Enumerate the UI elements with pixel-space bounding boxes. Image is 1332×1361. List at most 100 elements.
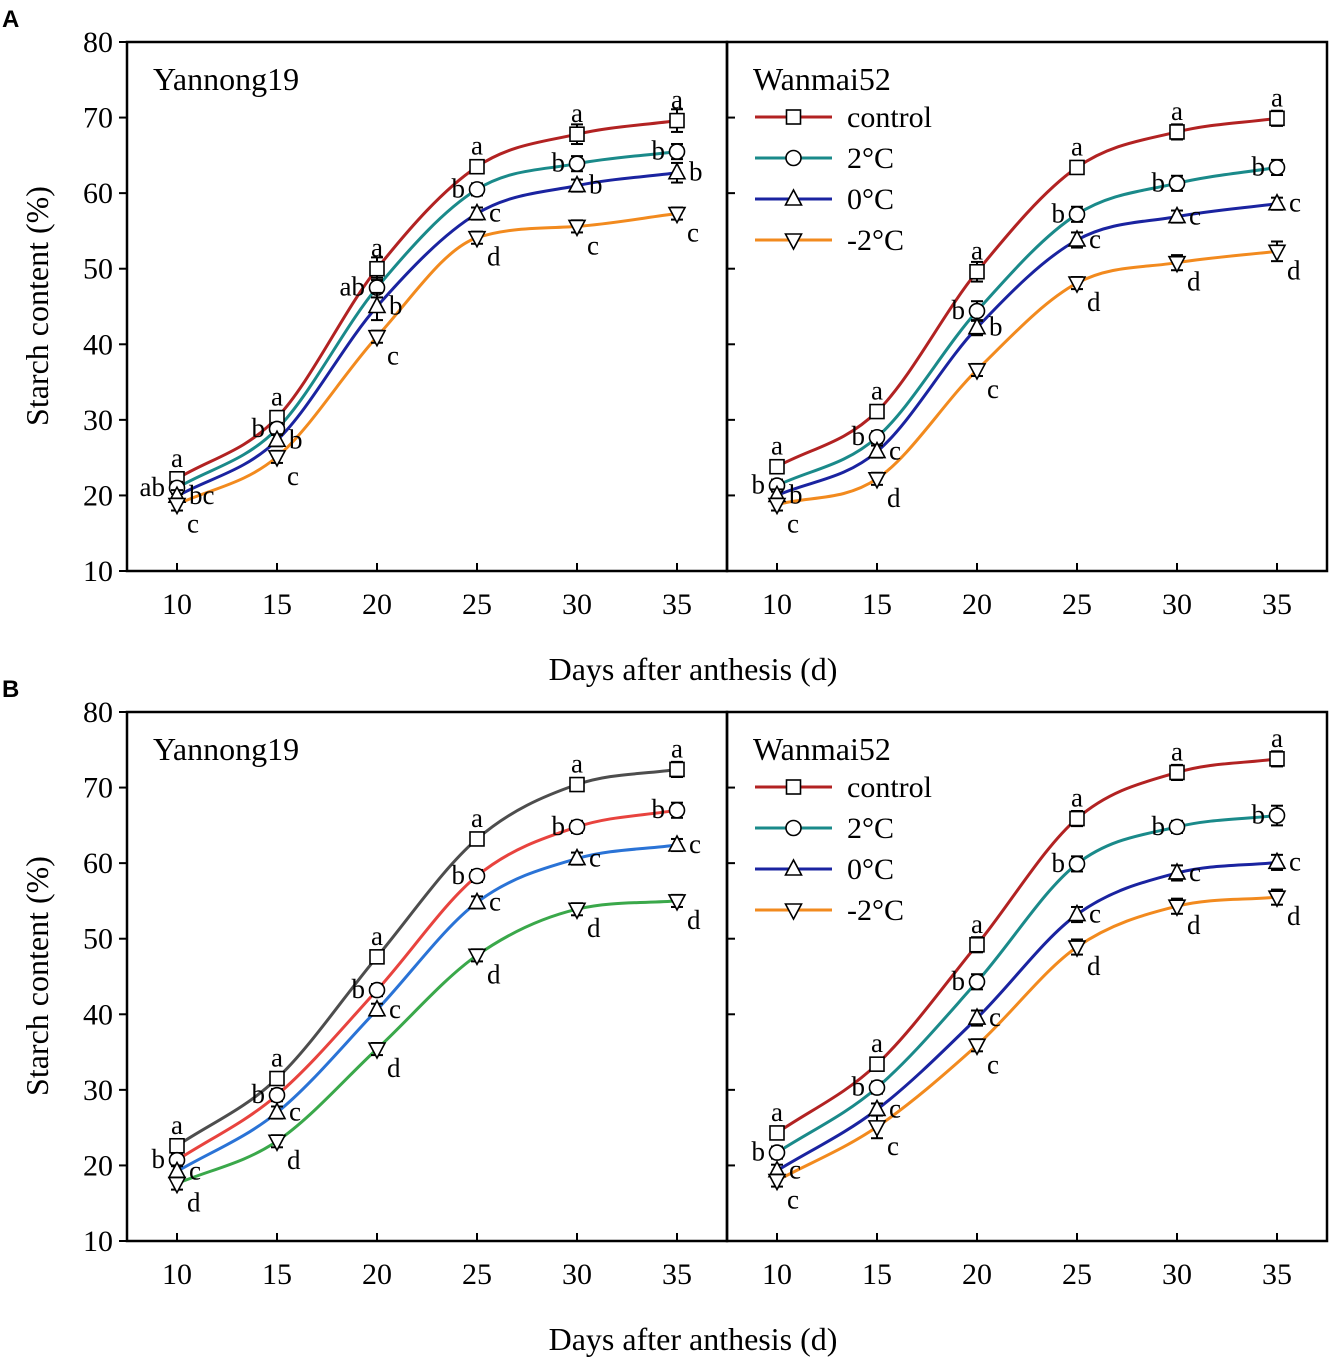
significance-letter: c [287,461,299,491]
data-point-triangle-up [1267,851,1287,870]
legend-label: 2°C [847,812,894,845]
x-tick-label: 35 [662,1258,692,1291]
data-point-square [969,936,985,953]
significance-letter: c [289,1097,301,1127]
data-point-square [769,1125,785,1141]
significance-letter: c [887,1131,899,1161]
data-point-circle [668,801,686,819]
data-point-circle [468,181,486,198]
significance-letter: c [1289,188,1301,218]
series-line-3 [776,895,1278,1182]
x-tick-label: 15 [262,588,292,621]
data-point-triangle-down [167,497,187,516]
data-point-square [1169,764,1185,781]
significance-letter: a [1071,783,1083,813]
x-tick-label: 35 [1262,588,1292,621]
y-axis-title-b: Starch content (%) [19,856,55,1096]
legend-marker-circle [785,819,802,837]
data-point-triangle-down [1267,890,1287,908]
series-0-points: a a a a a a [769,82,1285,475]
significance-letter: ab [140,472,165,502]
data-point-triangle-down [967,363,987,381]
x-tick-label: 35 [1262,1258,1292,1291]
legend-label: 0°C [847,183,894,216]
significance-letter: a [1071,131,1083,161]
x-tick-label: 35 [662,588,692,621]
data-point-circle [568,155,586,172]
significance-letter: b [989,312,1003,342]
data-point-circle [1268,807,1286,824]
data-point-square [1169,124,1185,140]
significance-letter: a [771,1097,783,1127]
data-point-square [869,1056,885,1072]
data-point-triangle-down [1167,255,1187,274]
data-point-triangle-down [467,948,487,967]
data-point-circle [868,1079,886,1096]
data-point-circle [1168,818,1186,836]
significance-letter: a [571,98,583,128]
significance-letter: b [752,470,766,500]
data-point-triangle-down [467,230,487,249]
significance-letter: c [587,230,599,260]
significance-letter: c [1289,846,1301,876]
data-point-square [469,831,485,847]
y-tick-label: 70 [83,102,113,135]
data-point-triangle-down [567,902,587,920]
x-tick-label: 25 [462,588,492,621]
data-point-square [369,949,385,965]
significance-letter: d [487,242,501,272]
panel-letter-a: A [2,6,19,33]
data-point-square [869,403,885,420]
x-tick-label: 10 [162,588,192,621]
significance-letter: c [989,1002,1001,1032]
legend: control 2°C 0°C -2°C [755,771,932,927]
significance-letter: a [1171,736,1183,766]
data-point-circle [1168,175,1186,192]
significance-letter: a [1171,96,1183,126]
series-3-points: d d d d d d [167,893,701,1218]
data-point-triangle-up [267,429,287,448]
significance-letter: c [987,1049,999,1079]
significance-letter: c [787,1185,799,1215]
significance-letter: b [1152,167,1166,197]
x-tick-label: 15 [262,1258,292,1291]
significance-letter: a [1271,82,1283,112]
significance-letter: d [387,1053,401,1083]
significance-letter: b [852,421,866,451]
x-tick-label: 25 [462,1258,492,1291]
data-point-triangle-up [1167,205,1187,224]
significance-letter: d [1187,267,1201,297]
data-point-triangle-up [667,162,687,180]
data-point-circle [1268,159,1286,176]
significance-letter: d [187,1188,201,1218]
significance-letter: b [1052,198,1066,228]
legend-marker-triangle-down [784,903,803,921]
significance-letter: c [489,198,501,228]
x-tick-label: 20 [362,588,392,621]
significance-letter: b [952,295,966,325]
x-tick-label: 30 [562,588,592,621]
significance-letter: b [252,1079,266,1109]
significance-letter: a [871,1028,883,1058]
significance-letter: d [1287,901,1301,931]
data-point-triangle-down [767,497,787,516]
cultivar-title: Yannong19 [153,731,299,767]
series-3-points: c c c d c c [167,206,699,538]
data-point-square [469,158,485,175]
y-tick-label: 20 [83,479,113,512]
significance-letter: c [787,508,799,538]
legend-marker-square [785,109,802,125]
data-point-square [1269,751,1285,767]
significance-letter: a [171,443,183,473]
cultivar-title: Wanmai52 [753,731,891,767]
data-point-circle [968,302,986,320]
significance-letter: b [652,794,666,824]
series-0-points: a a a a a a [169,85,685,487]
legend: control 2°C 0°C -2°C [755,101,932,257]
